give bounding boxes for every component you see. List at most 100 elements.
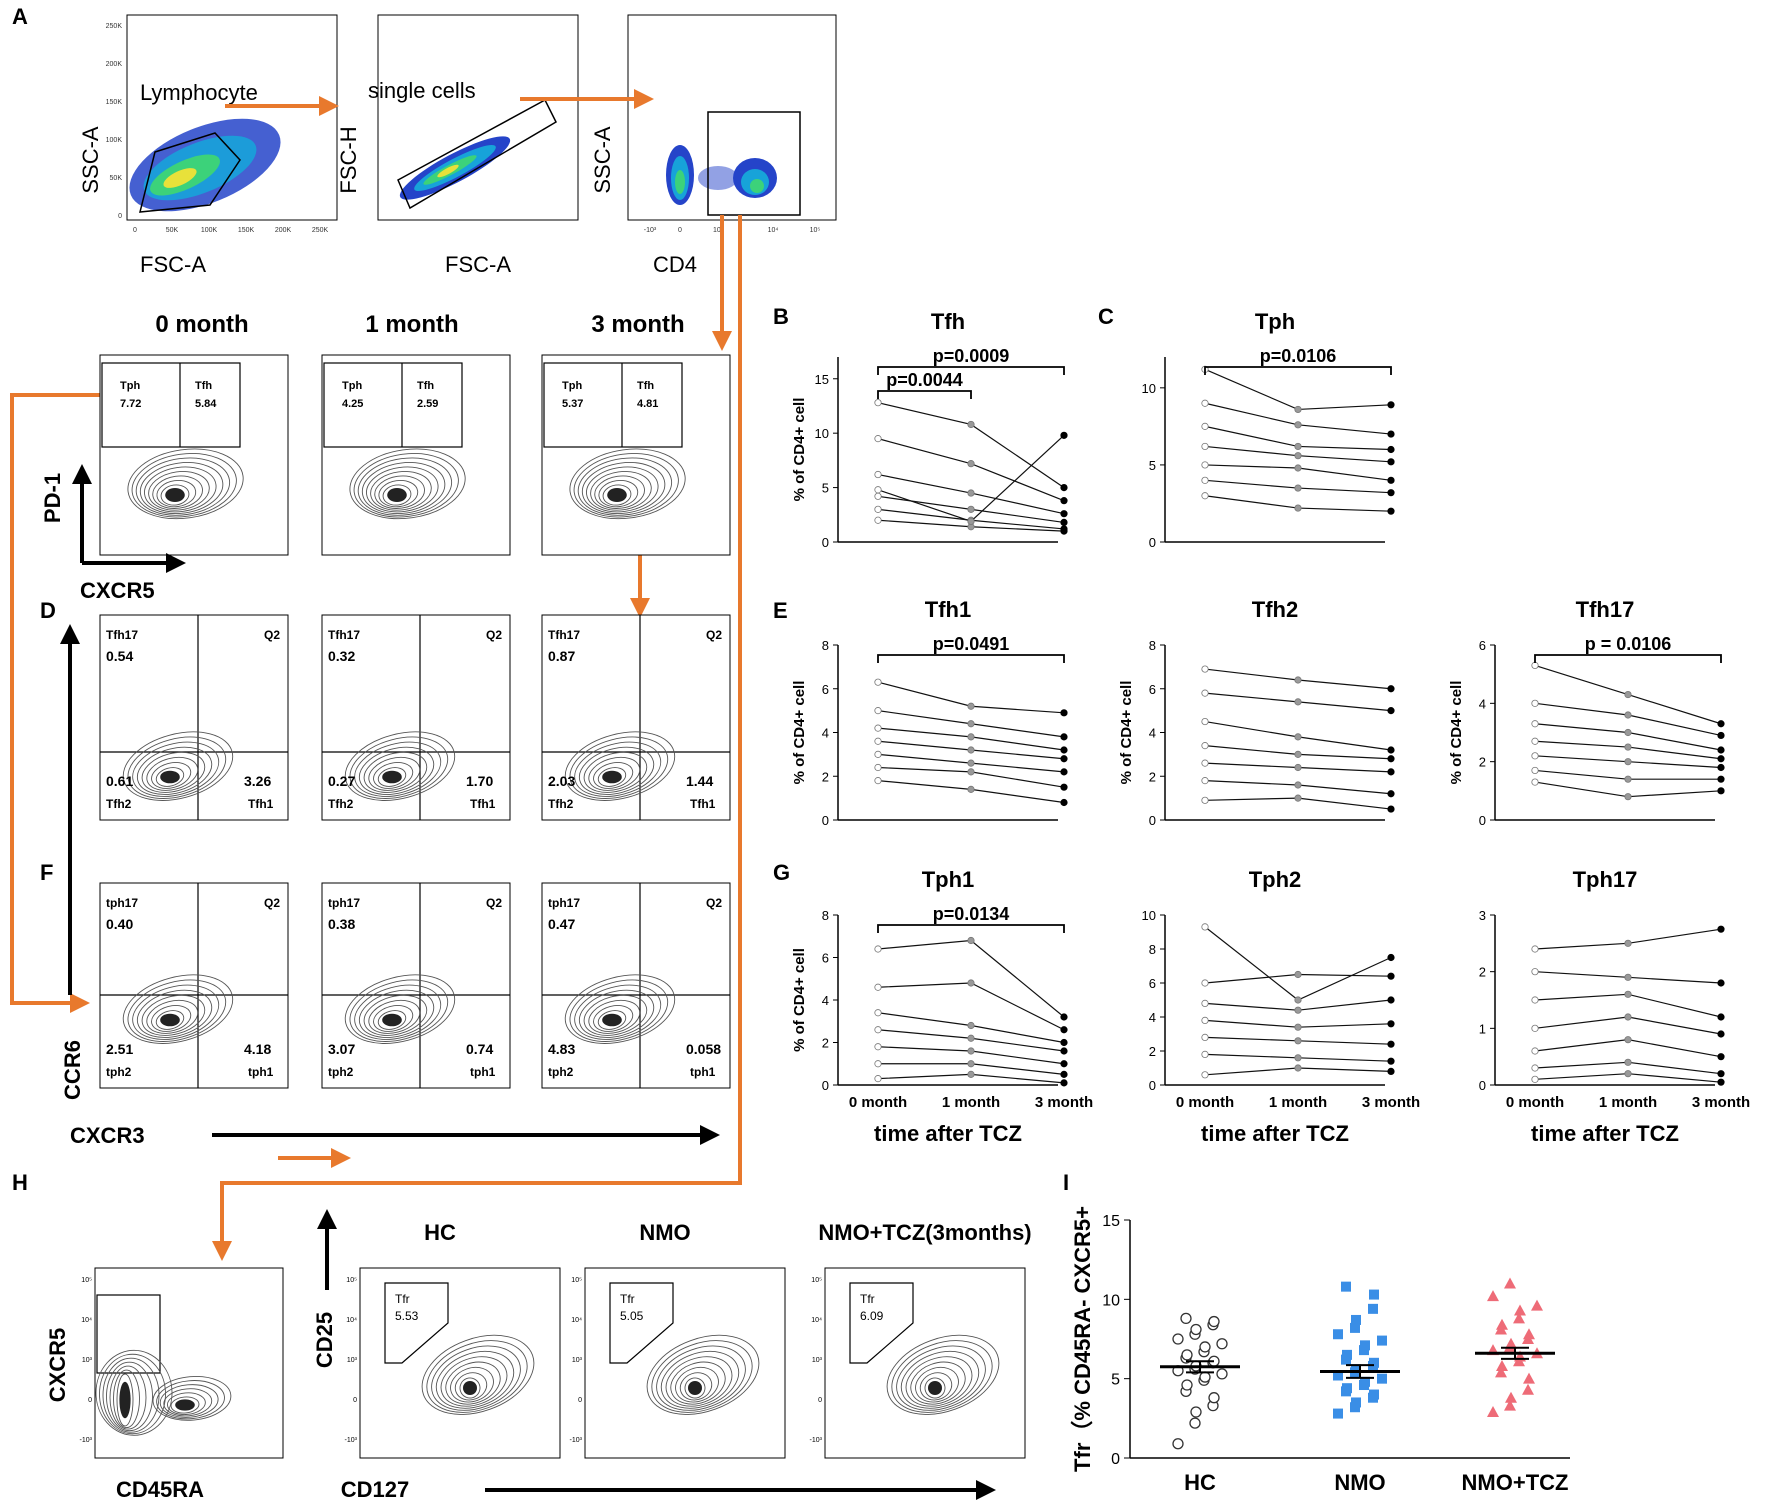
point-4-1	[967, 759, 975, 767]
tphsub-ll-name-0: tph2	[106, 1065, 132, 1079]
point-0-2	[1060, 483, 1068, 492]
a2-density-cloud	[399, 136, 511, 200]
tphsub-ll-value-1: 3.07	[328, 1041, 355, 1057]
point-5-0	[1531, 1064, 1539, 1072]
point-1-0	[874, 983, 882, 991]
tfhsub-contour-0-ring	[136, 746, 213, 795]
point-5-1	[967, 1060, 975, 1068]
point-6-1	[1624, 793, 1632, 801]
i-point-2-19	[1531, 1299, 1543, 1311]
tfhsub-ul-name-0: Tfh17	[106, 628, 138, 642]
h-cxcr5-contour-2-core	[175, 1399, 195, 1411]
point-2-0	[1201, 422, 1209, 430]
y-tick-label: 4	[1149, 726, 1156, 741]
h-cxcr5-contour-2-ring	[152, 1375, 232, 1421]
h-tfr-gate-1	[609, 1282, 674, 1364]
point-0-2	[1717, 925, 1725, 933]
tfhsub-ll-value-2: 2.03	[548, 773, 575, 789]
pd1-contour-2-ring	[602, 484, 632, 506]
y-tick-label: 3	[1479, 908, 1486, 923]
pd1-contour-1	[349, 448, 466, 520]
h-cxcr5-contour	[95, 1349, 173, 1436]
i-point-2-20	[1487, 1290, 1499, 1302]
tphsub-contour-0-ring	[141, 994, 206, 1036]
pd1-contour-2-ring	[569, 448, 686, 520]
h-ytick: 10⁵	[571, 1277, 582, 1284]
tfhsub-ur-name-2: Q2	[706, 628, 722, 642]
i-point-1-0	[1333, 1408, 1343, 1419]
h-ytick: -10³	[345, 1437, 358, 1444]
letter-b: B	[773, 304, 789, 329]
a1-ytick-5: 250K	[106, 23, 123, 30]
y-tick-label: 8	[822, 638, 829, 653]
point-4-0	[1201, 1033, 1209, 1042]
h-ytick: 10³	[572, 1357, 583, 1364]
letter-h: H	[12, 1170, 28, 1195]
tfhsub-contour-1-ring	[358, 746, 435, 795]
point-6-0	[1531, 1075, 1539, 1083]
i-point-0-25	[1180, 1312, 1192, 1325]
tfhsub-contour-1-ring	[377, 767, 407, 787]
i-point-2-0	[1487, 1405, 1499, 1417]
i-point-1-21	[1350, 1322, 1360, 1333]
h-ytick: 10⁴	[81, 1317, 92, 1324]
a1-density-cloud	[129, 118, 281, 212]
point-1-2	[1717, 979, 1725, 987]
point-0-0	[874, 678, 882, 686]
h-ytick: -10³	[570, 1437, 583, 1444]
letter-f: F	[40, 860, 53, 885]
a3-xtick-1: 0	[678, 227, 682, 234]
tfhsub-contour-1-ring	[354, 741, 442, 797]
y-tick-label: 0	[822, 813, 829, 828]
h-cd25-contour-0-core	[463, 1381, 477, 1395]
y-tick-label: 4	[822, 993, 829, 1008]
point-0-1	[967, 936, 975, 945]
a1-xlabel: FSC-A	[140, 252, 206, 277]
point-5-0	[1531, 766, 1539, 775]
a1-ytick-0: 0	[118, 213, 122, 220]
tfhsub-contour-2	[564, 731, 676, 801]
a3-density-cloud	[666, 145, 777, 205]
h-cd25-contour-2-ring	[910, 1361, 966, 1405]
point-1-1	[1294, 698, 1302, 706]
tphsub-contour-1	[344, 974, 456, 1044]
y-tick-label: 0	[1149, 1078, 1156, 1093]
y-axis-label: % of CD4+ cell	[791, 398, 808, 502]
i-point-0-20	[1172, 1333, 1184, 1345]
h-title-0: HC	[424, 1220, 456, 1245]
tphsub-ul-value-1: 0.38	[328, 916, 355, 932]
a3-frame	[627, 14, 837, 221]
h-tfr-label-2: Tfr	[860, 1292, 875, 1306]
tphsub-contour-1-ring	[368, 999, 421, 1034]
axis-arrows	[60, 464, 996, 1500]
y-tick-label: 4	[822, 726, 829, 741]
y-axis-label: % of CD4+ cell	[1448, 681, 1465, 785]
point-2-2	[1387, 996, 1395, 1004]
pd1-contour-1-ring	[361, 462, 446, 515]
h-cd25-contour-1-ring	[684, 1377, 706, 1399]
point-0-0	[874, 945, 882, 953]
pd1-contour-0-ring	[144, 466, 217, 513]
y-tick-label: 8	[1149, 942, 1156, 957]
chart-e1: 0 2 4 6 8 % of CD4+ cell Tfh1 p=0.0491	[791, 597, 1068, 828]
point-0-0	[1201, 923, 1209, 931]
point-3-2	[1387, 458, 1395, 466]
a3-xtick-4: 10⁵	[810, 227, 821, 234]
h-ytick: 10⁴	[811, 1317, 822, 1324]
y-tick-label: 2	[822, 1036, 829, 1051]
point-3-2	[1387, 755, 1395, 763]
point-4-2	[1387, 1040, 1395, 1048]
point-4-2	[1717, 763, 1725, 772]
tphsub-contour-2-ring	[564, 974, 676, 1044]
point-5-0	[874, 763, 882, 772]
point-5-0	[1201, 1050, 1209, 1059]
chart-e2: 0 2 4 6 8 % of CD4+ cell Tfh2	[1118, 597, 1395, 828]
a1-ytick-1: 50K	[110, 175, 123, 182]
pd1-contour-2	[569, 448, 686, 520]
h-cd25-contour-1-ring	[675, 1366, 719, 1403]
tphsub-ll-value-2: 4.83	[548, 1041, 575, 1057]
x-axis-label: time after TCZ	[1531, 1121, 1679, 1146]
p-value: p=0.0044	[886, 370, 963, 390]
i-point-0-18	[1199, 1341, 1211, 1353]
point-6-0	[1201, 1071, 1209, 1079]
